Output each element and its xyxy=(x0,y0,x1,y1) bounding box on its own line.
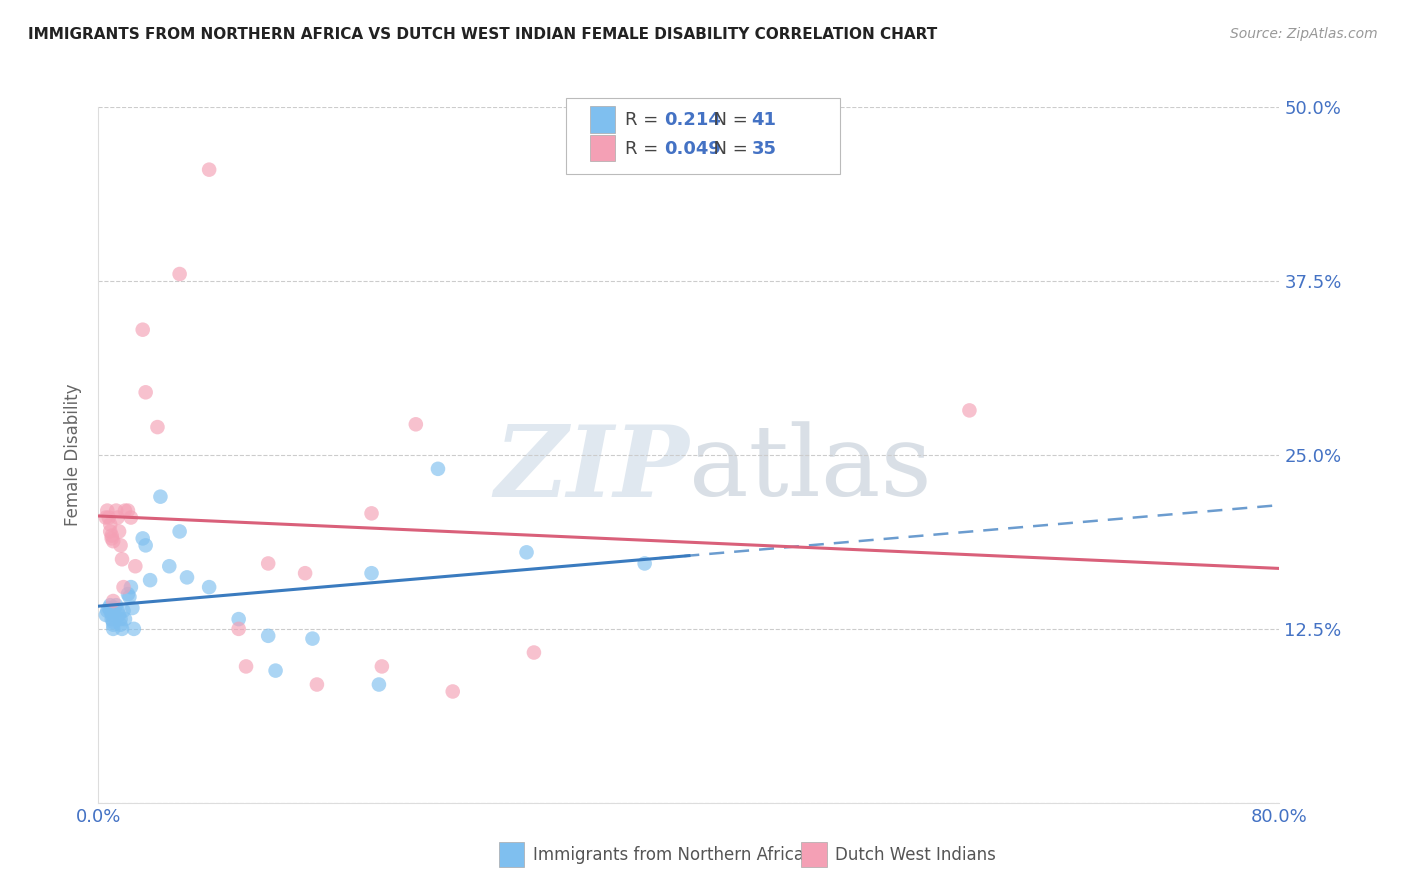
Point xyxy=(96,503,118,517)
Text: N =: N = xyxy=(703,112,754,129)
Text: 0.214: 0.214 xyxy=(665,112,721,129)
Text: atlas: atlas xyxy=(689,421,932,516)
Point xyxy=(108,524,131,539)
Text: N =: N = xyxy=(703,140,754,158)
Text: IMMIGRANTS FROM NORTHERN AFRICA VS DUTCH WEST INDIAN FEMALE DISABILITY CORRELATI: IMMIGRANTS FROM NORTHERN AFRICA VS DUTCH… xyxy=(28,27,938,42)
Point xyxy=(105,503,128,517)
Point xyxy=(111,552,134,566)
Point xyxy=(103,617,125,632)
Text: Immigrants from Northern Africa: Immigrants from Northern Africa xyxy=(533,846,804,863)
Y-axis label: Female Disability: Female Disability xyxy=(65,384,83,526)
Point xyxy=(110,538,132,552)
Point xyxy=(98,524,121,539)
Point xyxy=(427,462,450,476)
Point xyxy=(111,622,134,636)
Text: 41: 41 xyxy=(751,112,776,129)
Point xyxy=(117,503,139,517)
Text: Dutch West Indians: Dutch West Indians xyxy=(835,846,995,863)
Point xyxy=(118,590,141,604)
Point xyxy=(959,403,981,417)
Point xyxy=(228,622,250,636)
Point xyxy=(120,580,142,594)
Point xyxy=(169,267,191,281)
Point xyxy=(103,594,125,608)
Point xyxy=(198,162,221,177)
Point xyxy=(305,677,328,691)
Point xyxy=(103,622,125,636)
Point xyxy=(110,612,132,626)
Point xyxy=(100,532,122,546)
Point xyxy=(149,490,172,504)
Point xyxy=(301,632,323,646)
Point xyxy=(176,570,198,584)
Point xyxy=(515,545,537,559)
Point xyxy=(139,573,162,587)
Point xyxy=(633,557,655,571)
Point xyxy=(97,510,120,524)
Point xyxy=(122,622,145,636)
Point xyxy=(100,528,122,542)
Text: 35: 35 xyxy=(751,140,776,158)
Point xyxy=(371,659,394,673)
Point xyxy=(103,615,125,629)
Point xyxy=(94,510,117,524)
Point xyxy=(441,684,464,698)
Point xyxy=(98,604,121,618)
Point xyxy=(107,604,129,618)
Point xyxy=(107,510,129,524)
Point xyxy=(135,385,157,400)
Point xyxy=(112,580,135,594)
Point xyxy=(124,559,146,574)
Point xyxy=(121,601,143,615)
Point xyxy=(96,604,118,618)
Point xyxy=(94,607,117,622)
Point xyxy=(105,598,128,612)
Point xyxy=(114,503,136,517)
Point xyxy=(97,601,120,615)
Point xyxy=(132,323,155,337)
Text: 0.049: 0.049 xyxy=(665,140,721,158)
Point xyxy=(368,677,391,691)
Point xyxy=(98,517,121,532)
Point xyxy=(114,612,136,626)
Point xyxy=(228,612,250,626)
Text: R =: R = xyxy=(624,140,664,158)
Point xyxy=(264,664,287,678)
Point xyxy=(108,607,131,622)
Point xyxy=(294,566,316,581)
Point xyxy=(100,607,122,622)
Text: Source: ZipAtlas.com: Source: ZipAtlas.com xyxy=(1230,27,1378,41)
Point xyxy=(117,587,139,601)
Point xyxy=(360,566,382,581)
Point xyxy=(146,420,169,434)
Point xyxy=(103,534,125,549)
Point xyxy=(120,510,142,524)
Point xyxy=(98,598,121,612)
Point xyxy=(360,507,382,521)
Point xyxy=(169,524,191,539)
Point xyxy=(157,559,180,574)
Text: R =: R = xyxy=(624,112,664,129)
Point xyxy=(112,604,135,618)
Point xyxy=(257,629,280,643)
Point xyxy=(523,646,546,660)
Point xyxy=(198,580,221,594)
Point xyxy=(104,601,127,615)
Point xyxy=(235,659,257,673)
Point xyxy=(110,617,132,632)
Point xyxy=(405,417,427,432)
Point xyxy=(132,532,155,546)
Point xyxy=(135,538,157,552)
Point xyxy=(257,557,280,571)
Point xyxy=(100,612,122,626)
Text: ZIP: ZIP xyxy=(494,421,689,517)
